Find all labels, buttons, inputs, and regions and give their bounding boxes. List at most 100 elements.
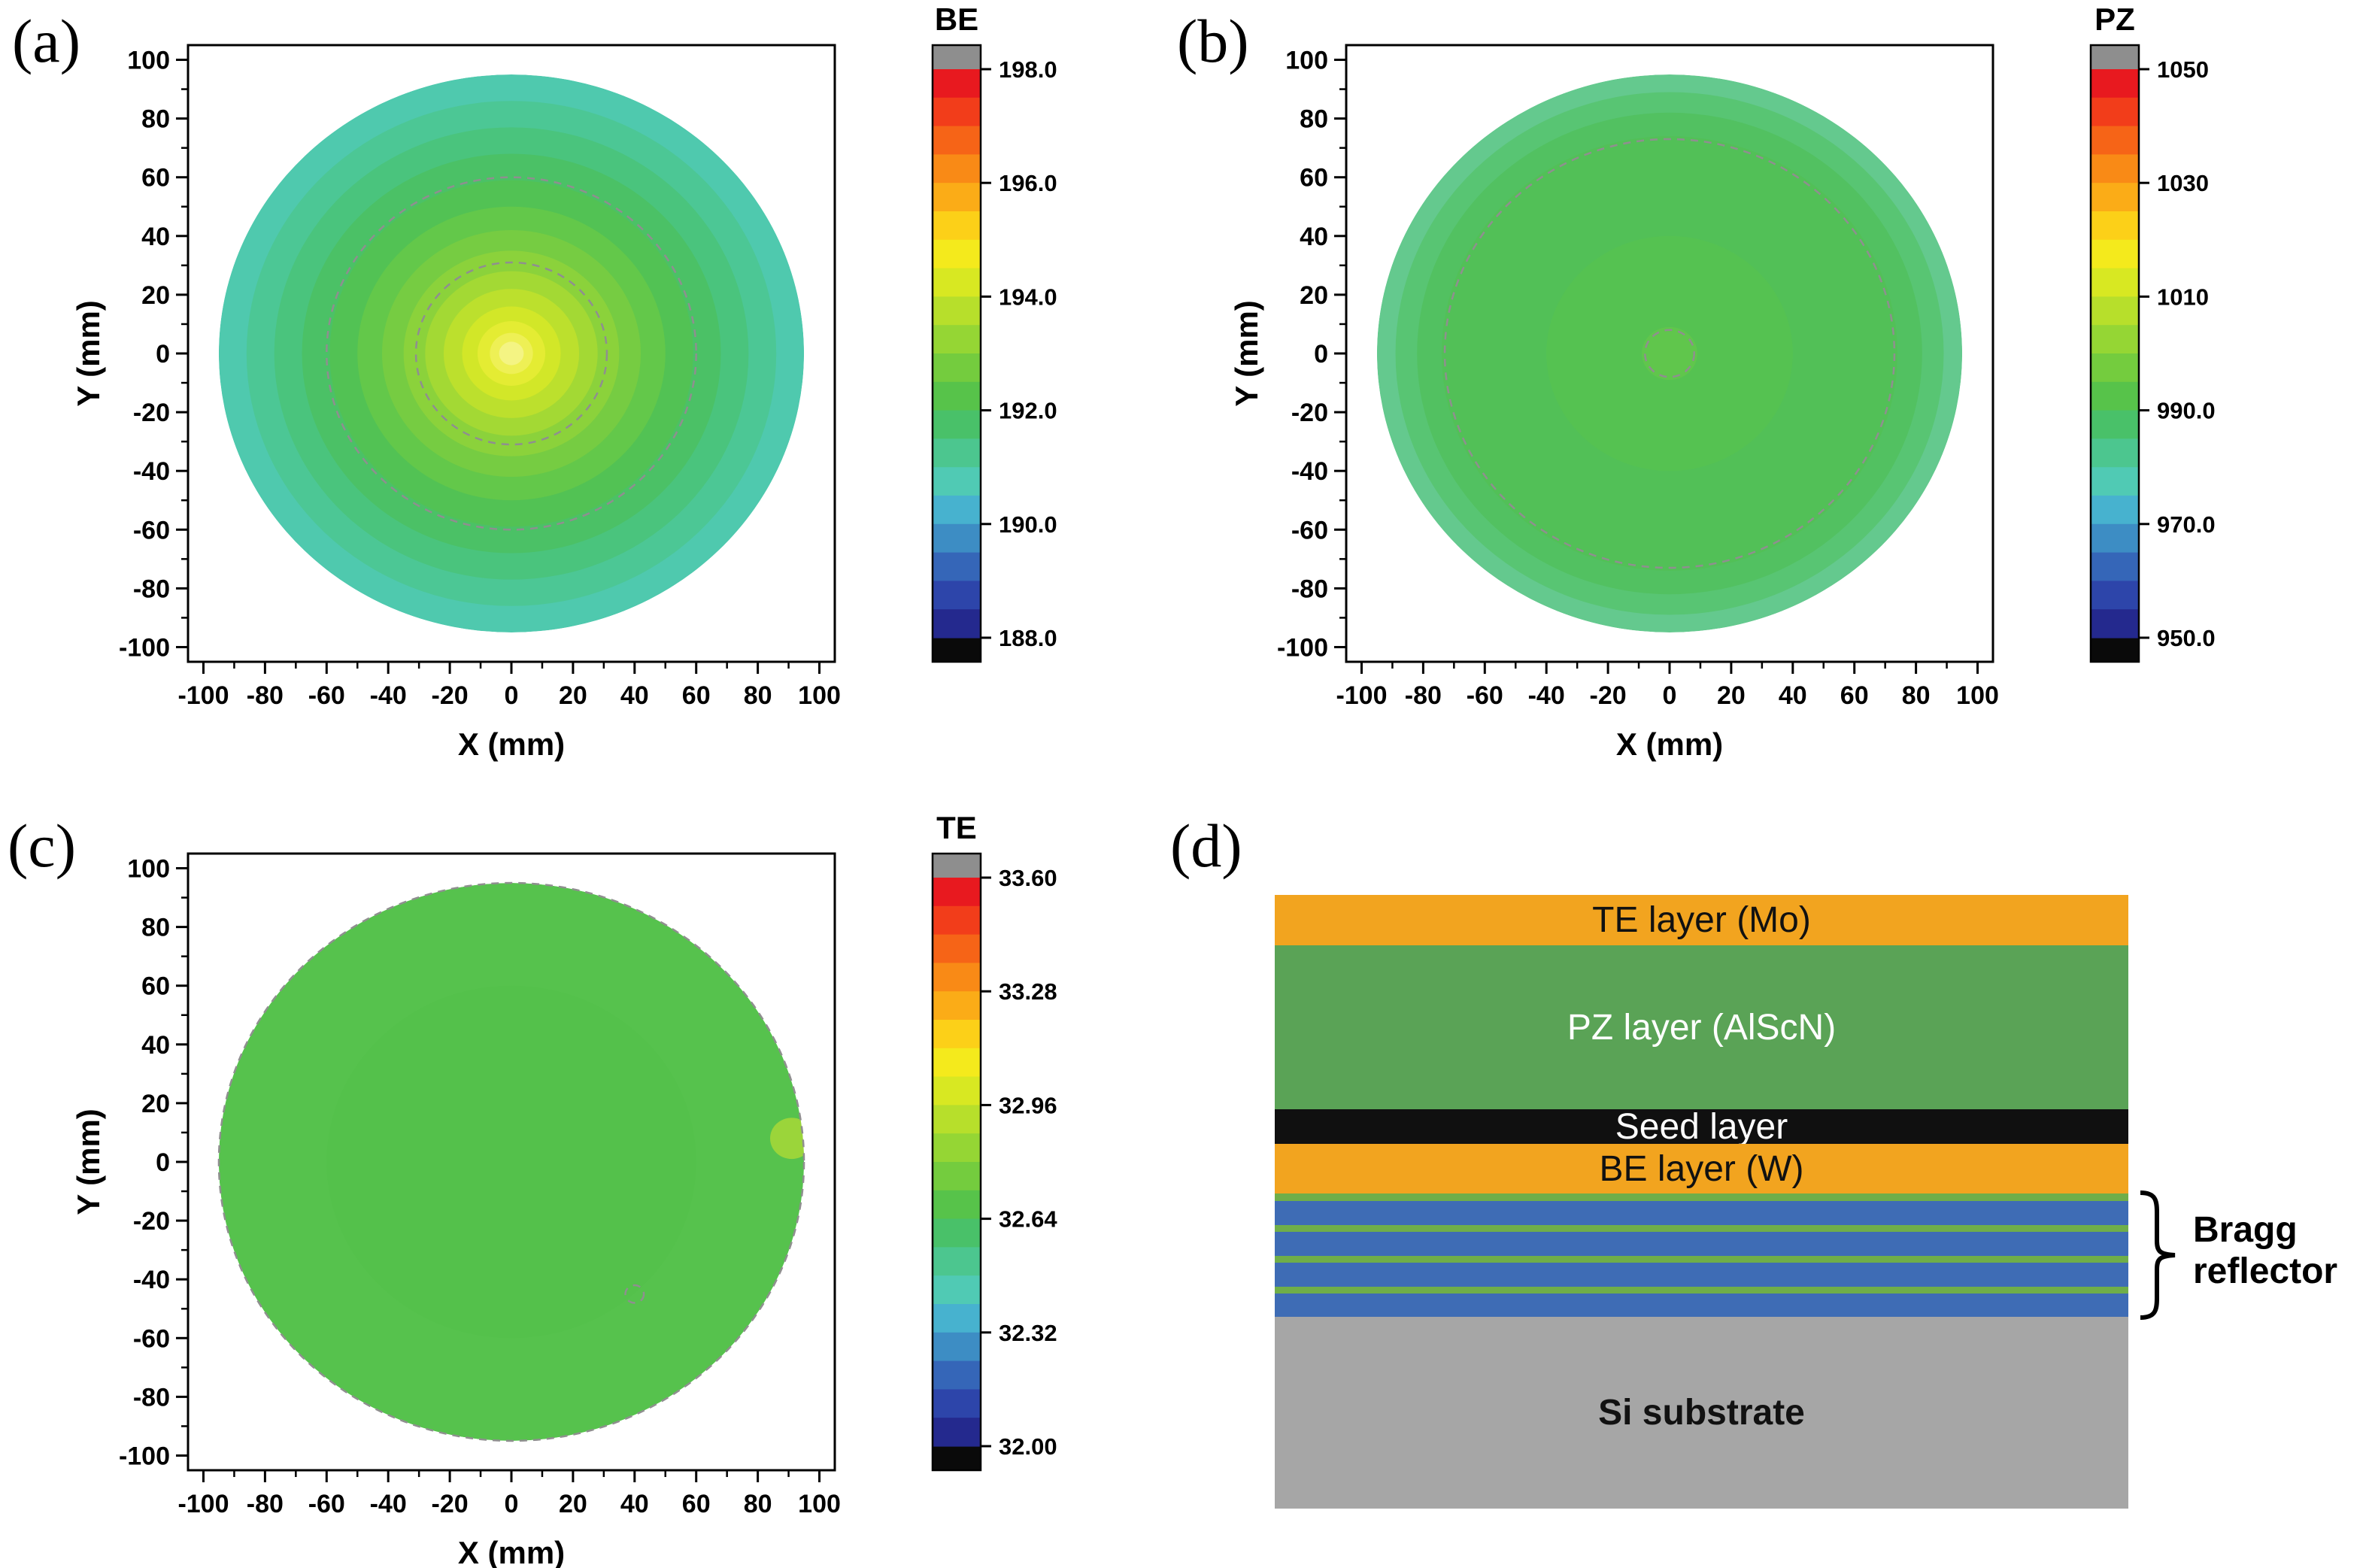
bragg-stripe [1275, 1263, 2128, 1287]
y-tick-label: -100 [119, 633, 170, 662]
y-tick-label: 80 [141, 914, 170, 942]
y-tick-label: -40 [133, 457, 170, 486]
colorbar-tick-label: 194.0 [999, 284, 1057, 310]
y-tick-label: 0 [1314, 340, 1328, 368]
y-tick-label: 60 [141, 164, 170, 193]
contour-band [499, 341, 524, 365]
x-tick-label: 0 [1663, 681, 1677, 710]
colorbar-tick-label: 1050 [2157, 56, 2209, 83]
y-tick-label: 20 [1300, 281, 1328, 310]
colorbar-segment [933, 410, 981, 439]
colorbar-segment [2091, 438, 2139, 468]
colorbar-segment [933, 296, 981, 326]
colorbar-segment [933, 1304, 981, 1333]
bragg-stripe [1275, 1201, 2128, 1225]
bragg-stripe [1275, 1287, 2128, 1294]
colorbar-segment [2091, 296, 2139, 326]
colorbar-segment [2091, 467, 2139, 496]
colorbar-segment [933, 325, 981, 354]
colorbar-segment [933, 1418, 981, 1447]
colorbar-segment [933, 1218, 981, 1248]
y-tick-label: -80 [1291, 575, 1328, 603]
colorbar-segment [2091, 353, 2139, 383]
bragg-stripe [1275, 1294, 2128, 1317]
colorbar-segment [933, 97, 981, 127]
panel-d-letter: (d) [1170, 811, 1242, 880]
x-tick-label: -20 [432, 1490, 469, 1518]
y-tick-label: 100 [127, 855, 170, 884]
y-tick-label: -100 [119, 1442, 170, 1470]
colorbar-segment [933, 1360, 981, 1390]
x-axis-title: X (mm) [458, 726, 565, 762]
x-tick-label: 40 [620, 681, 649, 710]
colorbar-segment [933, 1389, 981, 1418]
colorbar-segment [2091, 496, 2139, 525]
x-tick-label: 100 [1956, 681, 1999, 710]
layer-label: Seed layer [1615, 1106, 1788, 1147]
colorbar-tick-label: 32.96 [999, 1092, 1057, 1118]
colorbar-cap-bottom [933, 638, 981, 662]
x-axis-title: X (mm) [458, 1535, 565, 1568]
colorbar-tick-label: 1030 [2157, 170, 2209, 196]
x-tick-label: -100 [177, 1490, 229, 1518]
layer-seed-layer: Seed layer [1275, 1107, 2128, 1147]
colorbar-segment [933, 581, 981, 610]
x-tick-label: -20 [1590, 681, 1627, 710]
colorbar-segment [2091, 523, 2139, 554]
colorbar-segment [933, 1048, 981, 1078]
panel-b-letter: (b) [1177, 7, 1249, 75]
x-tick-label: -100 [177, 681, 229, 710]
colorbar-frame [931, 852, 982, 1472]
colorbar-segment [2091, 126, 2139, 155]
layer-pz-layer-alscn: PZ layer (AlScN) [1275, 945, 2128, 1109]
colorbar-segment [933, 1020, 981, 1049]
dashed-contour-line [1643, 329, 1696, 378]
y-tick-label: -100 [1277, 633, 1328, 662]
bragg-bracket [2140, 1190, 2176, 1320]
colorbar-segment [933, 1162, 981, 1191]
colorbar-segment [2091, 154, 2139, 183]
x-tick-label: -60 [308, 1490, 345, 1518]
dashed-contour-line [624, 1284, 645, 1304]
colorbar-tick-label: 198.0 [999, 56, 1057, 83]
colorbar-segment [933, 69, 981, 99]
colorbar-title: BE [935, 8, 978, 37]
x-tick-label: 60 [1840, 681, 1869, 710]
colorbar-segment [933, 1332, 981, 1362]
bragg-stripe [1275, 1256, 2128, 1263]
colorbar-tick-label: 33.60 [999, 865, 1057, 891]
dashed-contour-line [217, 881, 805, 1442]
colorbar-segment [933, 438, 981, 468]
layer-label: Si substrate [1598, 1393, 1805, 1433]
colorbar-cap-bottom [933, 1446, 981, 1470]
colorbar-segment [933, 905, 981, 936]
colorbar-segment [2091, 211, 2139, 241]
y-tick-label: 20 [141, 1090, 170, 1118]
colorbar-segment [933, 1190, 981, 1220]
colorbar-segment [933, 381, 981, 411]
colorbar-segment [2091, 410, 2139, 439]
colorbar-tick-label: 196.0 [999, 170, 1057, 196]
colorbar-segment [2091, 183, 2139, 212]
colorbar-title: PZ [2094, 8, 2135, 37]
dashed-contour-line [326, 176, 697, 531]
y-tick-label: 60 [1300, 164, 1328, 193]
colorbar-title: TE [936, 816, 977, 845]
y-tick-label: -40 [1291, 457, 1328, 486]
colorbar-frame [2089, 44, 2140, 663]
colorbar-cap-bottom [2091, 638, 2139, 662]
layer-te-layer-mo: TE layer (Mo) [1275, 895, 2128, 945]
x-tick-label: -40 [370, 681, 407, 710]
x-tick-label: -80 [1405, 681, 1442, 710]
x-tick-label: 60 [682, 1490, 711, 1518]
colorbar-cap-top [2091, 45, 2139, 69]
contour-plot: -100-100 -80 -80 -60 -60 -40 -40 -20 -20 0 0 20 20 40… [71, 8, 1057, 762]
y-tick-label: -20 [133, 399, 170, 427]
colorbar-segment [933, 183, 981, 212]
colorbar-segment [2091, 552, 2139, 581]
panel-a-letter: (a) [12, 7, 81, 75]
y-tick-label: -80 [133, 1383, 170, 1412]
colorbar-segment [2091, 97, 2139, 127]
colorbar-tick-label: 32.64 [999, 1206, 1057, 1233]
bragg-reflector-label: Bragg reflector [2193, 1210, 2338, 1292]
